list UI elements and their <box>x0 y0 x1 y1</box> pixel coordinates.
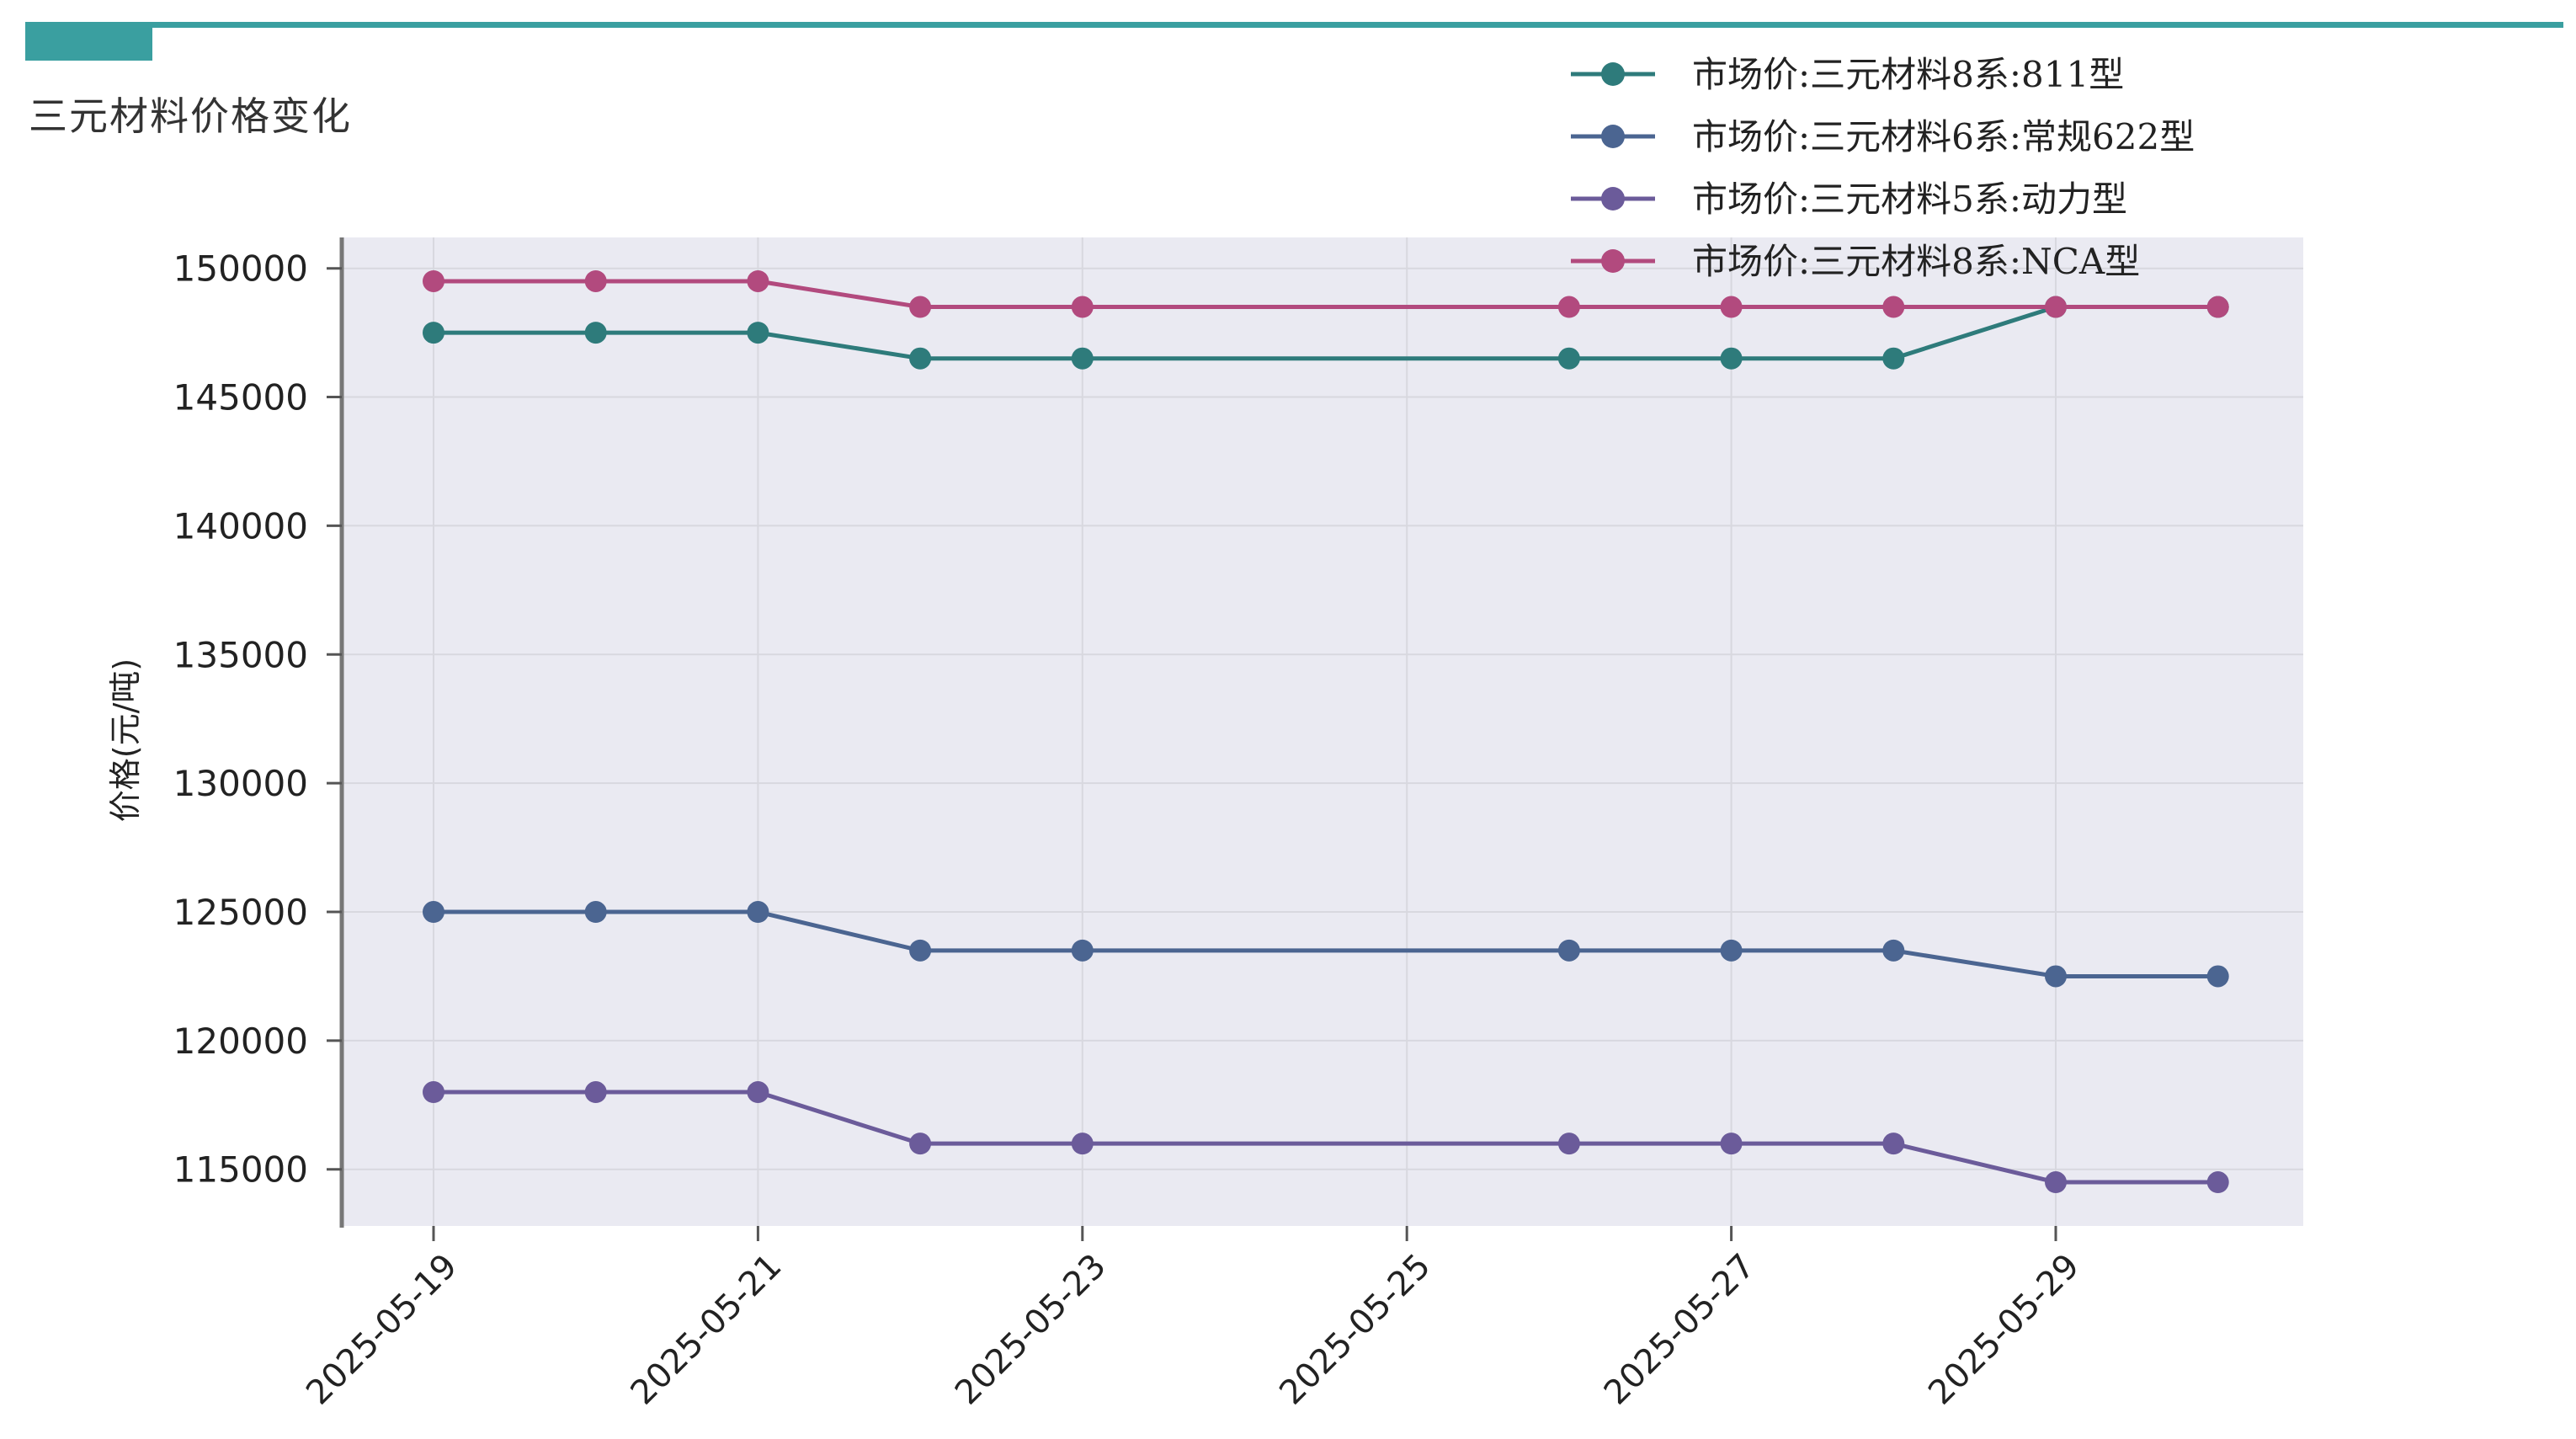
data-point <box>1882 347 1905 370</box>
y-tick-label: 140000 <box>173 505 308 546</box>
data-point <box>423 322 444 344</box>
data-point <box>909 296 932 318</box>
data-point <box>2045 965 2067 988</box>
y-axis-label: 价格(元/吨) <box>107 658 144 822</box>
data-point <box>747 1081 769 1104</box>
data-point <box>909 347 932 370</box>
data-point <box>584 322 607 344</box>
data-point <box>2045 1171 2067 1194</box>
data-point <box>747 322 769 344</box>
legend-label: 市场价:三元材料8系:NCA型 <box>1692 241 2140 282</box>
legend-label: 市场价:三元材料5系:动力型 <box>1692 179 2127 220</box>
legend-marker <box>1601 62 1625 86</box>
x-tick-label: 2025-05-19 <box>299 1247 465 1413</box>
y-tick-label: 120000 <box>173 1021 308 1062</box>
data-point <box>1882 939 1905 962</box>
y-tick-label: 115000 <box>173 1149 308 1191</box>
legend-marker <box>1601 249 1625 273</box>
data-point <box>584 269 607 292</box>
data-point <box>423 269 444 292</box>
data-point <box>584 901 607 924</box>
data-point <box>909 939 932 962</box>
legend-marker <box>1601 187 1625 211</box>
data-point <box>1071 939 1094 962</box>
y-tick-label: 130000 <box>173 763 308 804</box>
data-point <box>1071 296 1094 318</box>
x-tick-label: 2025-05-21 <box>624 1247 790 1413</box>
data-point <box>1720 296 1743 318</box>
data-point <box>1720 347 1743 370</box>
series-4 <box>423 269 2229 318</box>
legend-marker <box>1601 125 1625 148</box>
data-point <box>1720 939 1743 962</box>
data-point <box>747 901 769 924</box>
x-tick-label: 2025-05-27 <box>1597 1247 1763 1413</box>
x-axis: 2025-05-19 2025-05-21 2025-05-23 2025-05-25… <box>299 1226 2087 1412</box>
y-tick-label: 150000 <box>173 248 308 290</box>
data-point <box>584 1081 607 1104</box>
legend-item: 市场价:三元材料8系:811型 <box>1571 54 2124 95</box>
data-point <box>1557 347 1580 370</box>
data-point <box>423 1081 444 1104</box>
data-point <box>2206 296 2229 318</box>
legend-label: 市场价:三元材料6系:常规622型 <box>1692 116 2195 157</box>
y-tick-label: 125000 <box>173 892 308 933</box>
data-point <box>1882 1133 1905 1155</box>
data-point <box>1071 1133 1094 1155</box>
y-tick-label: 135000 <box>173 634 308 675</box>
x-tick-label: 2025-05-23 <box>948 1247 1114 1413</box>
legend-item: 市场价:三元材料5系:动力型 <box>1571 179 2127 220</box>
data-point <box>423 901 444 924</box>
data-point <box>2206 965 2229 988</box>
data-point <box>1882 296 1905 318</box>
data-point <box>747 269 769 292</box>
series-line <box>434 909 2218 978</box>
page-title: 三元材料价格变化 <box>29 93 352 139</box>
x-tick-label: 2025-05-29 <box>1921 1247 2087 1413</box>
series-line <box>434 305 2218 361</box>
data-point <box>1720 1133 1743 1155</box>
legend: 市场价:三元材料8系:811型市场价:三元材料6系:常规622型市场价:三元材料… <box>1571 54 2195 282</box>
x-tick-label: 2025-05-25 <box>1272 1247 1438 1413</box>
header-accent-block <box>25 22 152 61</box>
legend-item: 市场价:三元材料6系:常规622型 <box>1571 116 2195 157</box>
data-point <box>909 1133 932 1155</box>
data-point <box>1557 939 1580 962</box>
series-line <box>434 279 2218 310</box>
header-accent-line <box>25 22 2563 28</box>
series-3 <box>423 1081 2229 1194</box>
plot-area <box>342 237 2303 1226</box>
data-point <box>1557 296 1580 318</box>
data-point <box>2206 1171 2229 1194</box>
series-2 <box>423 901 2229 988</box>
data-point <box>2045 296 2067 318</box>
y-tick-label: 145000 <box>173 377 308 418</box>
data-point <box>1557 1133 1580 1155</box>
series-line <box>434 1090 2218 1185</box>
legend-item: 市场价:三元材料8系:NCA型 <box>1571 241 2140 282</box>
data-point <box>1071 347 1094 370</box>
y-axis: 115000 120000 125000 130000 135000 140000 1450… <box>173 248 342 1191</box>
legend-label: 市场价:三元材料8系:811型 <box>1692 54 2124 95</box>
